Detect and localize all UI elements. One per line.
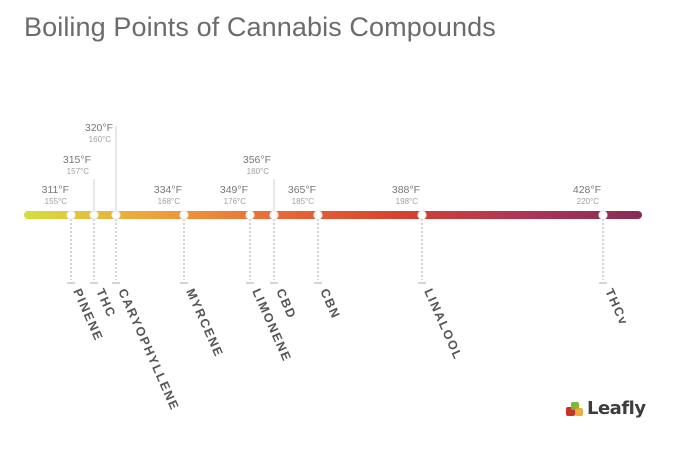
- celsius-label: 220°C: [577, 197, 600, 206]
- fahrenheit-label: 315°F: [63, 154, 91, 166]
- celsius-label: 160°C: [89, 135, 112, 144]
- page-title: Boiling Points of Cannabis Compounds: [24, 12, 496, 42]
- compound-marker: [245, 210, 255, 220]
- celsius-label: 198°C: [396, 197, 419, 206]
- fahrenheit-label: 388°F: [392, 184, 420, 196]
- celsius-label: 168°C: [158, 197, 181, 206]
- compound-marker: [89, 210, 99, 220]
- compound-name-label: THC: [93, 287, 118, 321]
- brand-name: Leafly: [587, 398, 646, 419]
- compound-marker: [269, 210, 279, 220]
- compound-marker: [111, 210, 121, 220]
- compound-marker: [417, 210, 427, 220]
- celsius-label: 157°C: [67, 167, 90, 176]
- compound-marker: [66, 210, 76, 220]
- fahrenheit-label: 320°F: [85, 122, 113, 134]
- compound-name-label: THCv: [602, 287, 631, 328]
- compound-name-label: CBD: [273, 287, 299, 322]
- compound-name-label: MYRCENE: [183, 287, 226, 360]
- celsius-label: 176°C: [224, 197, 247, 206]
- fahrenheit-label: 334°F: [154, 184, 182, 196]
- compound-name-label: CARYOPHYLLENE: [115, 287, 182, 413]
- celsius-label: 185°C: [292, 197, 315, 206]
- brand-logo: Leafly: [565, 398, 646, 419]
- fahrenheit-label: 311°F: [42, 184, 69, 196]
- fahrenheit-label: 365°F: [288, 184, 316, 196]
- compound-marker: [179, 210, 189, 220]
- compound-name-label: CBN: [317, 287, 343, 322]
- celsius-label: 155°C: [45, 197, 68, 206]
- compound-marker: [598, 210, 608, 220]
- fahrenheit-label: 428°F: [573, 184, 601, 196]
- temperature-bar: [24, 211, 642, 219]
- fahrenheit-label: 356°F: [243, 154, 271, 166]
- celsius-label: 180°C: [247, 167, 270, 176]
- compound-marker: [313, 210, 323, 220]
- leafly-logo-icon: [566, 401, 583, 416]
- compound-name-label: LINALOOL: [421, 287, 465, 363]
- fahrenheit-label: 349°F: [220, 184, 248, 196]
